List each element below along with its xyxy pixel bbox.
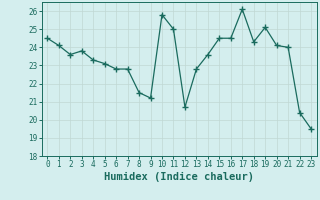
X-axis label: Humidex (Indice chaleur): Humidex (Indice chaleur) <box>104 172 254 182</box>
